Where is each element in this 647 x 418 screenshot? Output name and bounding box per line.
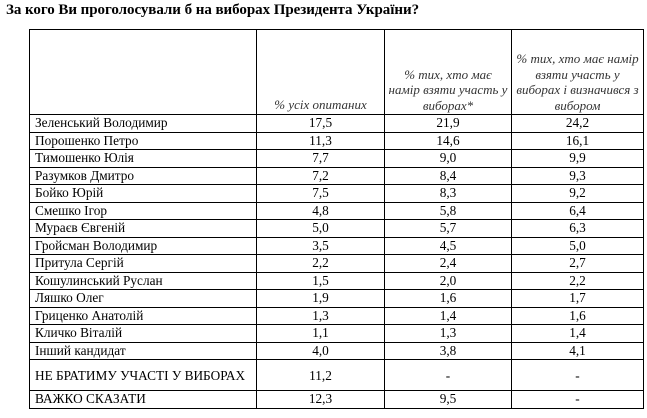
value-voters: 14,6 [384, 131, 512, 150]
value-decided: 24,2 [511, 114, 644, 133]
value-voters: 2,0 [384, 271, 512, 290]
candidate-name: НЕ БРАТИМУ УЧАСТІ У ВИБОРАХ [29, 359, 257, 391]
value-all: 3,5 [256, 236, 385, 255]
table-row: Зеленський Володимир 17,5 21,9 24,2 [29, 114, 644, 133]
candidate-name: Притула Сергій [29, 254, 257, 273]
value-all: 4,0 [256, 341, 385, 360]
candidate-name: Гройсман Володимир [29, 236, 257, 255]
candidate-name: Зеленський Володимир [29, 114, 257, 133]
value-all: 4,8 [256, 201, 385, 220]
candidate-name: Бойко Юрій [29, 184, 257, 203]
table-row: Ляшко Олег 1,9 1,6 1,7 [29, 289, 644, 308]
value-decided: - [511, 359, 644, 391]
value-voters: 1,4 [384, 306, 512, 325]
value-all: 1,9 [256, 289, 385, 308]
candidate-name: Порошенко Петро [29, 131, 257, 150]
value-voters: 3,8 [384, 341, 512, 360]
candidate-name: Смешко Ігор [29, 201, 257, 220]
value-decided: 1,7 [511, 289, 644, 308]
value-decided: 16,1 [511, 131, 644, 150]
candidate-name: Разумков Дмитро [29, 166, 257, 185]
value-voters: 4,5 [384, 236, 512, 255]
header-candidate [29, 29, 257, 115]
value-decided: 2,7 [511, 254, 644, 273]
table-row: Разумков Дмитро 7,2 8,4 9,3 [29, 166, 644, 185]
value-voters: 1,6 [384, 289, 512, 308]
value-all: 11,2 [256, 359, 385, 391]
candidate-name: Тимошенко Юлія [29, 149, 257, 168]
table-row: НЕ БРАТИМУ УЧАСТІ У ВИБОРАХ 11,2 - - [29, 359, 644, 391]
table-row: Кошулинський Руслан 1,5 2,0 2,2 [29, 271, 644, 290]
table-row: Мураєв Євгеній 5,0 5,7 6,3 [29, 219, 644, 238]
table-row: Тимошенко Юлія 7,7 9,0 9,9 [29, 149, 644, 168]
table-row: Порошенко Петро 11,3 14,6 16,1 [29, 131, 644, 150]
value-decided: 2,2 [511, 271, 644, 290]
candidate-name: Кличко Віталій [29, 324, 257, 343]
value-voters: 8,3 [384, 184, 512, 203]
poll-results-table: % усіх опитаних % тих, хто має намір взя… [29, 29, 644, 409]
value-voters: 9,0 [384, 149, 512, 168]
value-all: 7,7 [256, 149, 385, 168]
value-decided: - [511, 390, 644, 409]
value-voters: 9,5 [384, 390, 512, 409]
value-voters: 5,7 [384, 219, 512, 238]
value-voters: - [384, 359, 512, 391]
candidate-name: Кошулинський Руслан [29, 271, 257, 290]
value-all: 11,3 [256, 131, 385, 150]
candidate-name: Гриценко Анатолій [29, 306, 257, 325]
value-voters: 5,8 [384, 201, 512, 220]
table-row: Гриценко Анатолій 1,3 1,4 1,6 [29, 306, 644, 325]
value-decided: 4,1 [511, 341, 644, 360]
value-all: 7,5 [256, 184, 385, 203]
table-row: ВАЖКО СКАЗАТИ 12,3 9,5 - [29, 390, 644, 409]
table-row: Кличко Віталій 1,1 1,3 1,4 [29, 324, 644, 343]
table-row: Гройсман Володимир 3,5 4,5 5,0 [29, 236, 644, 255]
value-all: 1,1 [256, 324, 385, 343]
value-voters: 21,9 [384, 114, 512, 133]
value-decided: 6,3 [511, 219, 644, 238]
value-all: 2,2 [256, 254, 385, 273]
candidate-name: ВАЖКО СКАЗАТИ [29, 390, 257, 409]
value-decided: 1,6 [511, 306, 644, 325]
table-row: Бойко Юрій 7,5 8,3 9,2 [29, 184, 644, 203]
value-all: 12,3 [256, 390, 385, 409]
table-row: Притула Сергій 2,2 2,4 2,7 [29, 254, 644, 273]
value-all: 1,3 [256, 306, 385, 325]
value-decided: 6,4 [511, 201, 644, 220]
value-all: 1,5 [256, 271, 385, 290]
table-row: Інший кандидат 4,0 3,8 4,1 [29, 341, 644, 360]
table-row: Смешко Ігор 4,8 5,8 6,4 [29, 201, 644, 220]
candidate-name: Ляшко Олег [29, 289, 257, 308]
value-voters: 2,4 [384, 254, 512, 273]
value-voters: 1,3 [384, 324, 512, 343]
value-decided: 9,3 [511, 166, 644, 185]
value-decided: 9,2 [511, 184, 644, 203]
header-all-respondents: % усіх опитаних [256, 29, 385, 115]
table-header-row: % усіх опитаних % тих, хто має намір взя… [29, 29, 644, 115]
candidate-name: Мураєв Євгеній [29, 219, 257, 238]
value-all: 5,0 [256, 219, 385, 238]
page-title: За кого Ви проголосували б на виборах Пр… [6, 2, 420, 18]
value-all: 17,5 [256, 114, 385, 133]
value-decided: 5,0 [511, 236, 644, 255]
candidate-name: Інший кандидат [29, 341, 257, 360]
value-voters: 8,4 [384, 166, 512, 185]
value-decided: 9,9 [511, 149, 644, 168]
header-decided-voters: % тих, хто має намір взяти участь у вибо… [511, 29, 644, 115]
value-all: 7,2 [256, 166, 385, 185]
header-likely-voters: % тих, хто має намір взяти участь у вибо… [384, 29, 512, 115]
value-decided: 1,4 [511, 324, 644, 343]
